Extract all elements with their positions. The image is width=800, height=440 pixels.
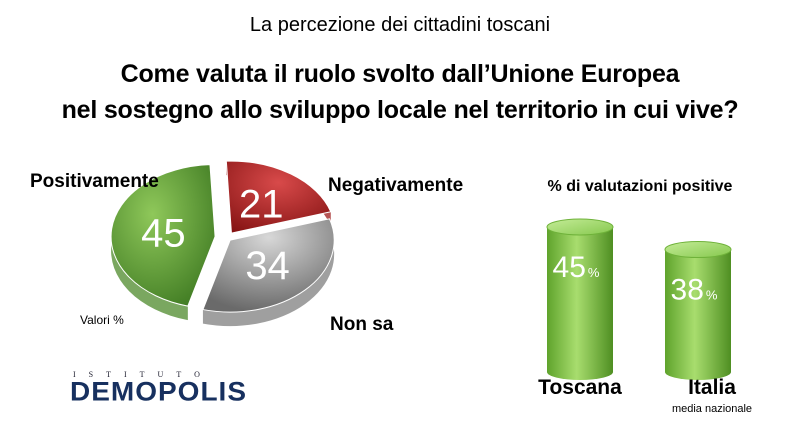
- bar-chart-title: % di valutazioni positive: [547, 178, 733, 195]
- pie-chart: 45 21 34: [110, 160, 335, 327]
- pie-slice-non-sa: [202, 218, 335, 313]
- values-note: Valori %: [80, 313, 124, 327]
- pie-slice-side-2: [202, 218, 335, 327]
- bar-category-italia: Italia: [688, 376, 736, 399]
- pie-slice-positivamente: [110, 164, 216, 307]
- pie-value-label-1: 21: [239, 183, 283, 227]
- bar-toscana: [547, 227, 613, 380]
- supertitle: La percezione dei cittadini toscani: [249, 14, 551, 36]
- demopolis-logo: ISTITUTO DEMOPOLIS: [70, 370, 290, 408]
- pie-label-positivamente: Positivamente: [30, 171, 159, 192]
- logo-big-text: DEMOPOLIS: [70, 376, 248, 407]
- bar-cap-0: [546, 218, 614, 236]
- pie-label-negativamente: Negativamente: [328, 175, 464, 196]
- bar-italia: [665, 249, 731, 380]
- bar-cap-1: [664, 241, 732, 259]
- pie-slice-negativamente: [225, 160, 332, 234]
- bar-category-italia-subtitle: media nazionale: [671, 403, 753, 415]
- logo-small-text: ISTITUTO: [73, 370, 213, 379]
- pie-value-label-2: 34: [245, 244, 290, 288]
- title-line-2: nel sostegno allo sviluppo locale nel te…: [61, 96, 739, 124]
- bar-category-toscana: Toscana: [538, 376, 622, 399]
- pie-label-non-sa: Non sa: [330, 314, 394, 335]
- bar-chart: 45 %38%: [546, 218, 732, 380]
- title-line-1: Come valuta il ruolo svolto dall’Unione …: [120, 60, 680, 88]
- pie-value-label-0: 45: [141, 212, 186, 256]
